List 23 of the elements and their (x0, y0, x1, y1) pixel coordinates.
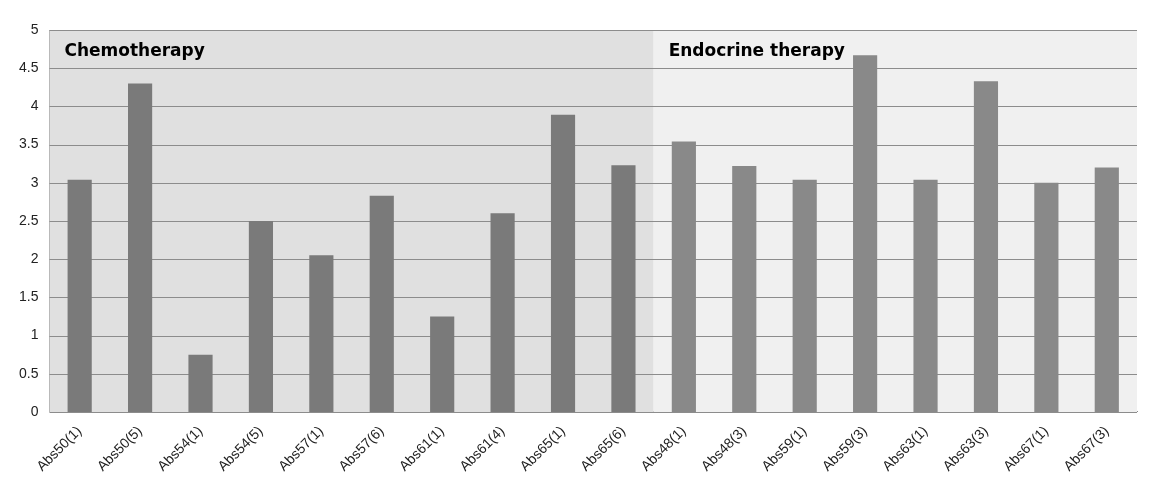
bar (490, 213, 515, 412)
bar (67, 179, 92, 412)
y-tick-label: 0 (30, 402, 39, 419)
y-tick-label: 4 (30, 97, 39, 114)
bar (309, 255, 334, 412)
bar (550, 114, 576, 412)
bar (188, 354, 213, 412)
bar (248, 220, 274, 412)
y-tick-label: 0.5 (18, 364, 39, 381)
y-tick-label: 2.5 (18, 211, 39, 228)
bar (369, 195, 394, 412)
y-tick-label: 4.5 (18, 59, 39, 76)
y-tick-label: 1 (30, 326, 39, 343)
y-tick-label: 3 (30, 173, 39, 190)
y-tick-label: 1.5 (18, 288, 39, 305)
band-label: Endocrine therapy (668, 39, 845, 60)
y-tick-label: 5 (30, 20, 39, 37)
y-tick-label: 2 (30, 250, 39, 267)
bar (128, 83, 153, 412)
bar (430, 316, 455, 412)
bar (611, 165, 636, 412)
y-tick-label: 3.5 (18, 135, 39, 152)
band-label: Chemotherapy (64, 39, 205, 60)
